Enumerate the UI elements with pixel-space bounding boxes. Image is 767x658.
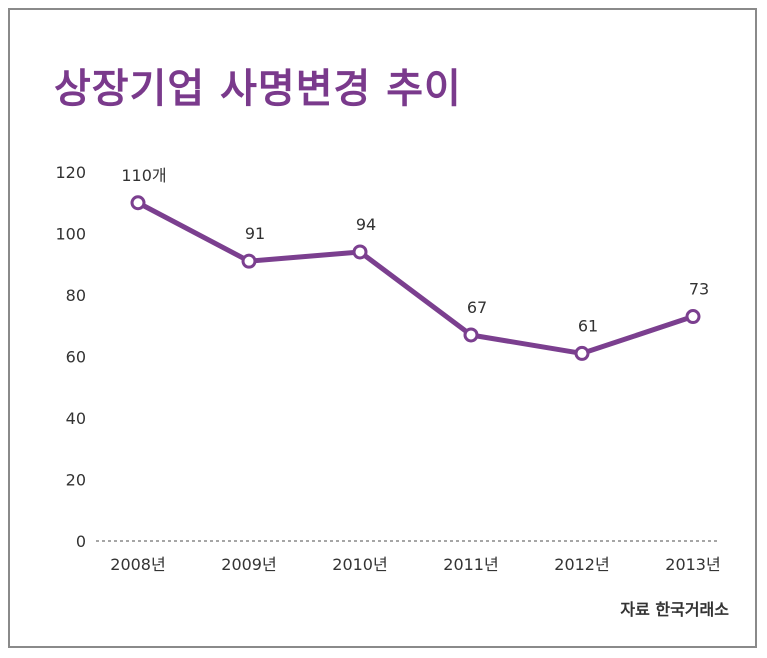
y-tick-label: 20 [66,471,86,490]
data-point [241,253,257,269]
data-point [130,195,146,211]
series-line [135,200,696,356]
source-note: 자료 한국거래소 [620,600,729,619]
data-label: 91 [245,224,265,243]
data-label: 61 [578,316,598,335]
data-point [685,309,701,325]
data-label: 67 [467,298,487,317]
data-label: 110개 [121,166,166,185]
y-tick-label: 0 [76,532,86,551]
data-label: 73 [689,280,709,299]
x-tick-label: 2013년 [665,555,720,574]
chart-title: 상장기업 사명변경 추이 [54,66,462,112]
y-tick-label: 40 [66,409,86,428]
x-tick-label: 2009년 [221,555,276,574]
y-tick-label: 80 [66,286,86,305]
data-point [352,244,368,260]
y-tick-label: 100 [55,225,86,244]
x-tick-label: 2008년 [110,555,165,574]
y-tick-label: 120 [55,163,86,182]
x-tick-label: 2012년 [554,555,609,574]
data-label: 94 [356,215,376,234]
data-point [574,345,590,361]
x-tick-label: 2010년 [332,555,387,574]
x-tick-label: 2011년 [443,555,498,574]
y-tick-label: 60 [66,348,86,367]
data-point [463,327,479,343]
